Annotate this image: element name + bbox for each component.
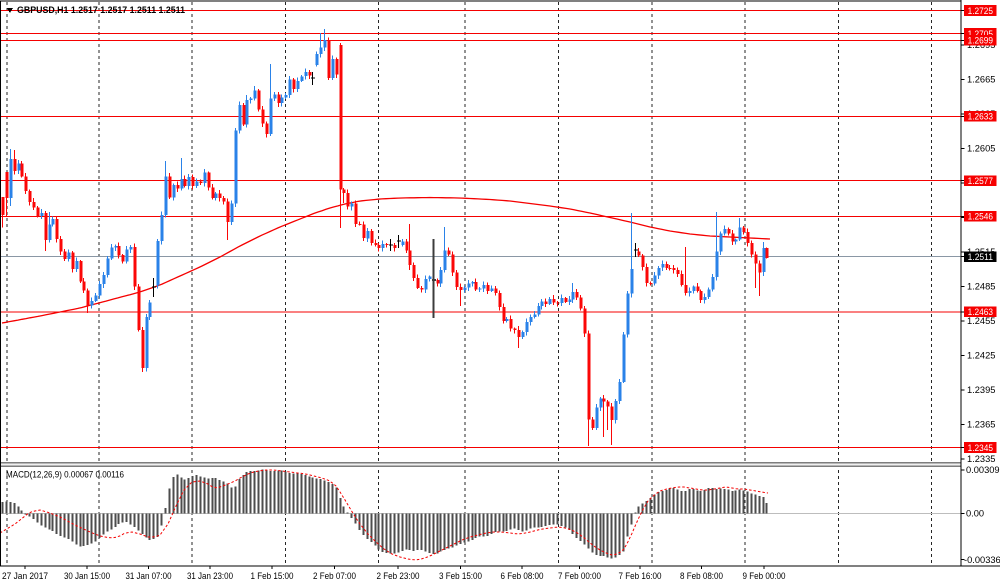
svg-text:1.2463: 1.2463 [968,307,993,317]
svg-text:1 Feb 15:00: 1 Feb 15:00 [251,571,294,581]
svg-text:1.2395: 1.2395 [967,385,995,395]
svg-text:0.00: 0.00 [966,509,984,519]
svg-text:1.2605: 1.2605 [967,144,995,154]
svg-text:1.2705: 1.2705 [968,29,993,39]
svg-text:7 Feb 00:00: 7 Feb 00:00 [558,571,601,581]
svg-text:1.2345: 1.2345 [968,443,993,453]
svg-text:31 Jan 23:00: 31 Jan 23:00 [187,571,233,581]
svg-text:1.2725: 1.2725 [968,6,993,16]
svg-text:9 Feb 00:00: 9 Feb 00:00 [743,571,786,581]
svg-text:MACD(12,26,9) 0.00067 0.00116: MACD(12,26,9) 0.00067 0.00116 [6,470,124,480]
svg-text:2 Feb 23:00: 2 Feb 23:00 [377,571,420,581]
svg-text:1.2511: 1.2511 [968,252,993,262]
svg-text:6 Feb 08:00: 6 Feb 08:00 [501,571,544,581]
svg-text:27 Jan 2017: 27 Jan 2017 [2,571,48,581]
svg-text:-0.00336: -0.00336 [964,555,1000,565]
svg-text:1.2577: 1.2577 [968,176,993,186]
svg-text:1.2425: 1.2425 [967,351,995,361]
svg-text:2 Feb 07:00: 2 Feb 07:00 [313,571,356,581]
svg-text:0.00309: 0.00309 [966,465,1000,475]
svg-text:1.2455: 1.2455 [967,316,995,326]
svg-text:3 Feb 15:00: 3 Feb 15:00 [439,571,482,581]
svg-text:8 Feb 08:00: 8 Feb 08:00 [680,571,723,581]
svg-text:GBPUSD,H1 1.2517 1.2517 1.251: GBPUSD,H1 1.2517 1.2517 1.2511 1.2511 [17,5,185,15]
svg-text:1.2546: 1.2546 [968,212,993,222]
svg-text:1.2699: 1.2699 [968,36,993,46]
svg-text:1.2665: 1.2665 [967,75,995,85]
svg-text:30 Jan 15:00: 30 Jan 15:00 [64,571,110,581]
svg-text:1.2365: 1.2365 [967,420,995,430]
svg-text:7 Feb 16:00: 7 Feb 16:00 [619,571,662,581]
svg-text:31 Jan 07:00: 31 Jan 07:00 [126,571,172,581]
svg-text:1.2485: 1.2485 [967,282,995,292]
svg-text:1.2335: 1.2335 [967,454,995,464]
svg-text:1.2633: 1.2633 [968,112,993,122]
